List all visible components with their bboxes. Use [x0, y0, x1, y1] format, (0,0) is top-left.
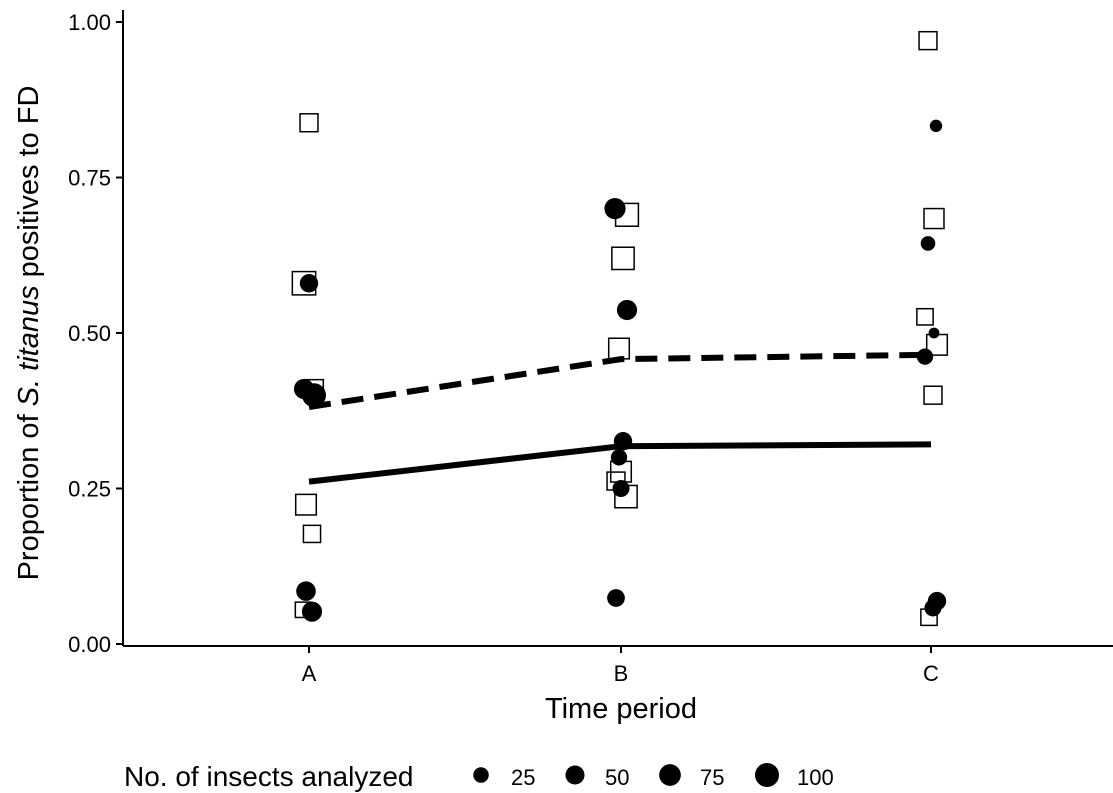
- legend-label: 50: [605, 765, 629, 790]
- data-point-circle: [302, 383, 326, 408]
- data-point-square: [916, 307, 934, 326]
- data-point-circle: [920, 236, 936, 251]
- y-axis-title-prefix: Proportion of: [13, 406, 45, 580]
- data-point-square: [294, 601, 312, 619]
- y-axis-ticks: 0.00 0.25 0.50 0.75 1.00: [68, 10, 123, 657]
- legend-key-circle: [565, 765, 585, 785]
- data-point-square: [303, 378, 325, 400]
- legend-key-circle: [755, 763, 779, 787]
- y-tick-label: 0.25: [68, 477, 111, 502]
- data-point-square: [611, 246, 635, 271]
- data-point-square: [291, 270, 317, 296]
- data-point-square: [920, 608, 938, 627]
- y-axis-title: Proportion of S. titanus positives to FD: [13, 86, 45, 581]
- data-point-square: [607, 337, 631, 360]
- data-point-circle: [296, 581, 316, 601]
- data-point-circle: [929, 119, 943, 133]
- x-tick-label: B: [614, 661, 629, 686]
- fitted-lines: [308, 351, 932, 485]
- data-point-square: [614, 202, 640, 227]
- legend-title: No. of insects analyzed: [124, 761, 414, 792]
- y-axis-title-suffix: positives to FD: [13, 86, 45, 286]
- y-tick-label: 0.50: [68, 321, 111, 346]
- x-axis-title: Time period: [545, 693, 697, 725]
- data-point-square: [923, 385, 943, 405]
- data-point-circle: [928, 327, 940, 339]
- y-axis-title-species: S. titanus: [13, 285, 45, 406]
- data-point-square: [614, 484, 638, 509]
- data-point-square: [294, 493, 318, 516]
- y-tick-label: 0.75: [68, 166, 111, 191]
- y-tick-label: 0.00: [68, 632, 111, 657]
- data-point-square: [302, 524, 322, 544]
- data-points: [291, 30, 949, 627]
- data-point-square: [923, 207, 945, 230]
- data-point-circle: [301, 601, 323, 622]
- legend: No. of insects analyzed 25 50 75 100: [124, 761, 834, 792]
- data-point-square: [299, 113, 319, 133]
- x-axis-ticks: A B C: [302, 646, 939, 686]
- legend-label: 100: [797, 765, 834, 790]
- fitted-line-dashed: [308, 351, 932, 410]
- y-tick-label: 1.00: [68, 10, 111, 35]
- legend-label: 25: [511, 765, 535, 790]
- data-point-square: [606, 471, 626, 491]
- data-point-circle: [616, 299, 638, 321]
- legend-key-circle: [473, 767, 489, 783]
- data-point-circle: [924, 599, 942, 617]
- x-tick-label: A: [302, 661, 317, 686]
- data-point-square: [925, 333, 949, 356]
- data-point-circle: [610, 449, 628, 466]
- data-point-circle: [607, 589, 625, 607]
- fitted-line-solid: [308, 441, 932, 485]
- x-tick-label: C: [923, 661, 939, 686]
- legend-key-circle: [659, 764, 681, 786]
- legend-label: 75: [700, 765, 724, 790]
- data-point-square: [918, 30, 938, 51]
- legend-entries: 25 50 75 100: [473, 763, 834, 790]
- data-point-circle: [299, 274, 319, 293]
